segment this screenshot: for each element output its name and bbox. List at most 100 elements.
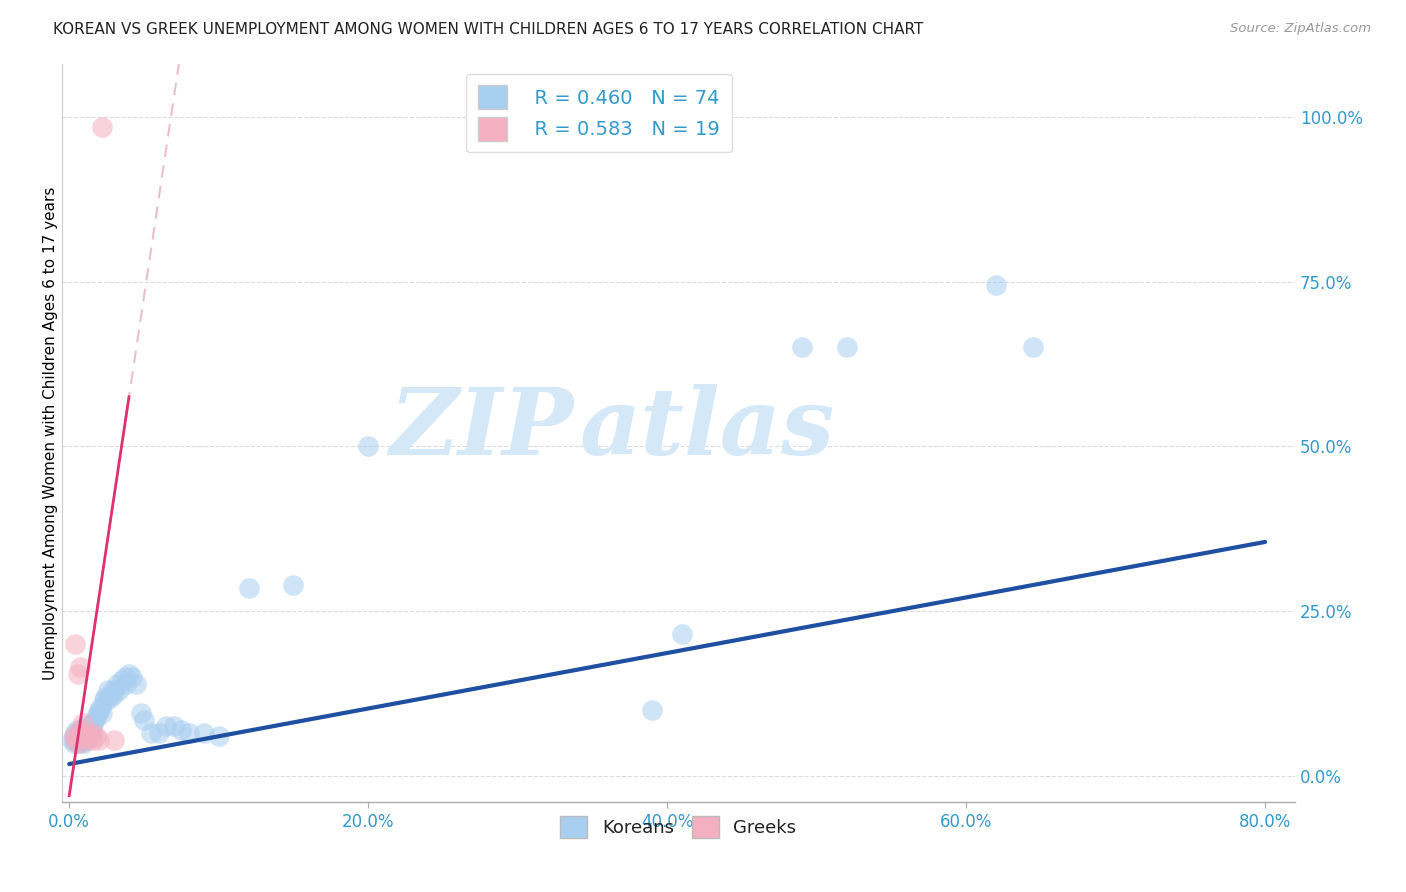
- Point: [63, 637, 86, 651]
- Point: [67, 726, 90, 740]
- Point: [110, 673, 132, 688]
- Point: [177, 726, 200, 740]
- Point: [238, 581, 260, 595]
- Point: [121, 670, 143, 684]
- Point: [70, 726, 93, 740]
- Point: [62, 730, 84, 744]
- Point: [70, 730, 93, 744]
- Point: [1022, 341, 1045, 355]
- Point: [83, 713, 105, 727]
- Legend: Koreans, Greeks: Koreans, Greeks: [553, 808, 804, 845]
- Point: [103, 732, 125, 747]
- Point: [77, 719, 100, 733]
- Text: ZIP: ZIP: [389, 384, 574, 475]
- Point: [86, 706, 108, 721]
- Point: [77, 730, 100, 744]
- Point: [70, 736, 93, 750]
- Point: [87, 703, 110, 717]
- Point: [984, 277, 1007, 292]
- Point: [67, 730, 90, 744]
- Point: [671, 627, 693, 641]
- Point: [62, 730, 84, 744]
- Point: [790, 341, 813, 355]
- Point: [835, 341, 858, 355]
- Point: [73, 736, 96, 750]
- Point: [91, 120, 114, 134]
- Point: [283, 578, 305, 592]
- Point: [73, 723, 96, 737]
- Point: [103, 686, 125, 700]
- Point: [170, 723, 193, 737]
- Text: atlas: atlas: [579, 384, 835, 475]
- Point: [641, 703, 664, 717]
- Text: Source: ZipAtlas.com: Source: ZipAtlas.com: [1230, 22, 1371, 36]
- Point: [72, 730, 94, 744]
- Point: [84, 730, 107, 744]
- Point: [79, 723, 101, 737]
- Point: [77, 726, 100, 740]
- Point: [70, 732, 93, 747]
- Point: [93, 693, 115, 707]
- Point: [66, 723, 89, 737]
- Point: [148, 726, 170, 740]
- Point: [67, 736, 90, 750]
- Point: [75, 719, 97, 733]
- Point: [80, 726, 103, 740]
- Y-axis label: Unemployment Among Women with Children Ages 6 to 17 years: Unemployment Among Women with Children A…: [44, 186, 58, 680]
- Point: [62, 736, 84, 750]
- Point: [72, 732, 94, 747]
- Point: [84, 709, 107, 723]
- Point: [80, 726, 103, 740]
- Point: [69, 732, 91, 747]
- Point: [96, 693, 118, 707]
- Point: [67, 666, 90, 681]
- Point: [90, 699, 112, 714]
- Point: [63, 726, 86, 740]
- Point: [76, 732, 98, 747]
- Point: [76, 730, 98, 744]
- Point: [101, 683, 124, 698]
- Point: [66, 730, 89, 744]
- Point: [76, 723, 98, 737]
- Point: [357, 439, 380, 453]
- Point: [72, 716, 94, 731]
- Point: [193, 726, 215, 740]
- Point: [69, 730, 91, 744]
- Point: [155, 719, 177, 733]
- Point: [75, 726, 97, 740]
- Point: [114, 670, 136, 684]
- Point: [66, 730, 89, 744]
- Point: [105, 676, 128, 690]
- Point: [72, 723, 94, 737]
- Point: [69, 660, 91, 674]
- Point: [60, 732, 83, 747]
- Point: [69, 723, 91, 737]
- Point: [118, 666, 141, 681]
- Point: [82, 732, 104, 747]
- Point: [91, 706, 114, 721]
- Point: [132, 713, 155, 727]
- Point: [63, 732, 86, 747]
- Point: [73, 726, 96, 740]
- Point: [100, 690, 122, 704]
- Text: KOREAN VS GREEK UNEMPLOYMENT AMONG WOMEN WITH CHILDREN AGES 6 TO 17 YEARS CORREL: KOREAN VS GREEK UNEMPLOYMENT AMONG WOMEN…: [53, 22, 924, 37]
- Point: [129, 706, 152, 721]
- Point: [107, 683, 129, 698]
- Point: [73, 730, 96, 744]
- Point: [63, 732, 86, 747]
- Point: [75, 730, 97, 744]
- Point: [94, 690, 117, 704]
- Point: [66, 732, 89, 747]
- Point: [82, 716, 104, 731]
- Point: [125, 676, 148, 690]
- Point: [67, 736, 90, 750]
- Point: [163, 719, 186, 733]
- Point: [80, 719, 103, 733]
- Point: [115, 676, 138, 690]
- Point: [73, 732, 96, 747]
- Point: [69, 723, 91, 737]
- Point: [87, 732, 110, 747]
- Point: [141, 726, 163, 740]
- Point: [208, 730, 231, 744]
- Point: [97, 683, 120, 698]
